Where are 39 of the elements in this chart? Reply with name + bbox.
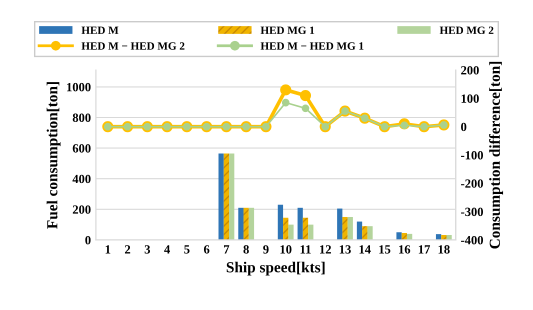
x-tick-label: 1 (106, 245, 110, 254)
y2-tick-label: -300 (461, 208, 484, 216)
x-tick-label: 8 (243, 245, 249, 254)
y-tick-label: 800 (72, 114, 91, 122)
x-tick-label: 4 (164, 245, 170, 254)
x-tick-label: 16 (399, 245, 410, 254)
y2-tick-label: 100 (462, 94, 479, 103)
x-tick-label: 15 (379, 245, 390, 254)
y-tick-label: 1000 (67, 82, 91, 92)
x-tick-label: 10 (280, 245, 292, 254)
x-tick-label: 11 (300, 245, 311, 254)
y-axis-title: Fuel consumption[ton] (46, 82, 61, 229)
legend-label: HED MG 1 (260, 26, 314, 34)
x-tick-label: 2 (124, 245, 130, 254)
y-tick-label: 600 (72, 144, 91, 153)
x-tick-label: 9 (263, 245, 269, 254)
y2-tick-label: -100 (461, 151, 484, 160)
x-tick-label: 6 (204, 245, 210, 254)
x-tick-label: 5 (184, 245, 190, 254)
y2-tick-label: -400 (461, 236, 484, 244)
x-tick-label: 12 (320, 245, 331, 254)
x-tick-label: 13 (340, 245, 351, 254)
y2-tick-label: 0 (461, 122, 466, 132)
x-tick-label: 7 (224, 245, 230, 254)
legend-label: HED M − HED MG 2 (82, 42, 184, 50)
legend-label: HED M (82, 26, 118, 34)
y2-tick-label: -200 (461, 179, 484, 188)
x-axis-title: Ship speed[kts] (226, 262, 325, 276)
y2-tick-label: 200 (461, 66, 479, 75)
legend-label: HED M − HED MG 1 (260, 42, 364, 50)
y-tick-label: 200 (72, 205, 91, 214)
x-tick-label: 18 (438, 245, 450, 254)
y-tick-label: 400 (72, 174, 91, 184)
y2-axis-title: Consumption difference[ton] (489, 62, 504, 249)
x-tick-label: 3 (144, 245, 150, 254)
x-tick-label: 17 (418, 245, 430, 254)
legend-label: HED MG 2 (440, 26, 494, 34)
y-tick-label: 0 (85, 236, 91, 244)
x-tick-label: 14 (360, 245, 371, 254)
